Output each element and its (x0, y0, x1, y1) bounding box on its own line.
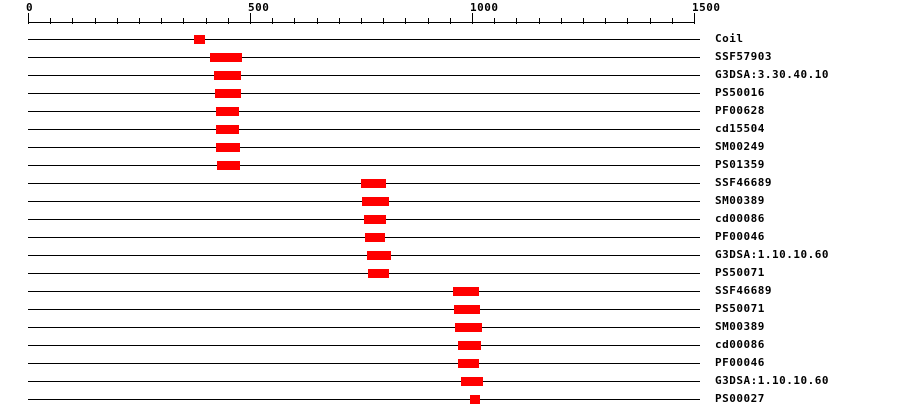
ruler-minor-tick (94, 18, 96, 24)
domain-match-block (454, 323, 482, 332)
sequence-line (28, 165, 700, 166)
sequence-line (28, 219, 700, 220)
ruler-minor-tick (449, 18, 451, 24)
signature-label: SSF57903 (715, 50, 772, 63)
domain-match-block (217, 161, 241, 170)
signature-label: SM00249 (715, 140, 765, 153)
sequence-line (28, 381, 700, 382)
sequence-line (28, 345, 700, 346)
ruler-minor-tick (583, 18, 584, 24)
signature-label: cd15504 (715, 122, 765, 135)
signature-label: PS00027 (715, 392, 765, 405)
ruler-major-tick (28, 13, 29, 24)
sequence-line (28, 147, 700, 148)
domain-match-block (453, 305, 480, 314)
ruler-minor-tick (627, 18, 629, 24)
sequence-line (28, 57, 700, 58)
domain-match-block (365, 233, 386, 242)
ruler-major-tick (250, 13, 251, 24)
domain-match-block (364, 215, 386, 224)
sequence-line (28, 75, 700, 76)
signature-label: PF00628 (715, 104, 765, 117)
signature-label: cd00086 (715, 338, 765, 351)
sequence-line (28, 273, 700, 274)
sequence-line (28, 291, 700, 292)
domain-match-block (457, 341, 481, 350)
sequence-line (28, 363, 700, 364)
ruler-tick-label: 0 (26, 1, 34, 14)
ruler-minor-tick (383, 18, 385, 24)
ruler-major-tick (694, 13, 695, 24)
ruler-minor-tick (116, 18, 118, 24)
domain-match-block (214, 89, 242, 98)
domain-match-block (361, 179, 386, 188)
domain-match-block (216, 107, 240, 116)
ruler-tick-label: 1500 (692, 1, 721, 14)
domain-match-block (452, 287, 480, 296)
ruler-minor-tick (605, 18, 607, 24)
domain-match-block (368, 269, 390, 278)
signature-label: SM00389 (715, 194, 765, 207)
sequence-line (28, 255, 700, 256)
signature-label: SSF46689 (715, 284, 772, 297)
domain-match-block (216, 125, 240, 134)
ruler-minor-tick (338, 18, 340, 24)
signature-label: PS01359 (715, 158, 765, 171)
ruler-minor-tick (494, 18, 496, 24)
sequence-line (28, 327, 700, 328)
domain-match-block (460, 377, 484, 386)
domain-match-block (214, 71, 242, 80)
sequence-line (28, 399, 700, 400)
ruler-minor-tick (649, 18, 651, 24)
ruler-minor-tick (427, 18, 429, 24)
ruler-minor-tick (183, 18, 185, 24)
ruler-minor-tick (405, 18, 407, 24)
domain-match-block (194, 35, 206, 44)
ruler-minor-tick (560, 18, 562, 24)
signature-label: SSF46689 (715, 176, 772, 189)
signature-label: PS50016 (715, 86, 765, 99)
domain-match-block (367, 251, 392, 260)
ruler-tick-label: 500 (248, 1, 270, 14)
domain-match-block (361, 197, 389, 206)
ruler-minor-tick (205, 18, 207, 24)
ruler-minor-tick (294, 18, 296, 24)
ruler-minor-tick (538, 18, 540, 24)
signature-label: PS50071 (715, 266, 765, 279)
ruler-minor-tick (50, 18, 52, 24)
ruler-minor-tick (227, 18, 229, 24)
domain-match-block (457, 359, 480, 368)
ruler-minor-tick (671, 18, 673, 24)
ruler-minor-tick (516, 18, 518, 24)
signature-label: G3DSA:1.10.10.60 (715, 374, 829, 387)
domain-match-block (216, 143, 241, 152)
sequence-line (28, 309, 700, 310)
signature-label: PF00046 (715, 230, 765, 243)
sequence-line (28, 39, 700, 40)
signature-label: PS50071 (715, 302, 765, 315)
sequence-line (28, 93, 700, 94)
signature-label: G3DSA:1.10.10.60 (715, 248, 829, 261)
sequence-line (28, 111, 700, 112)
domain-match-block (469, 395, 480, 404)
ruler-minor-tick (316, 18, 318, 24)
sequence-line (28, 237, 700, 238)
signature-label: Coil (715, 32, 744, 45)
ruler-minor-tick (361, 18, 362, 24)
signature-label: PF00046 (715, 356, 765, 369)
ruler-tick-label: 1000 (470, 1, 499, 14)
domain-match-block (210, 53, 242, 62)
ruler-minor-tick (139, 18, 140, 24)
signature-label: G3DSA:3.30.40.10 (715, 68, 829, 81)
sequence-line (28, 129, 700, 130)
signature-label: cd00086 (715, 212, 765, 225)
ruler-major-tick (472, 13, 473, 24)
ruler-minor-tick (72, 18, 74, 24)
ruler-minor-tick (161, 18, 163, 24)
signature-label: SM00389 (715, 320, 765, 333)
ruler-minor-tick (272, 18, 274, 24)
